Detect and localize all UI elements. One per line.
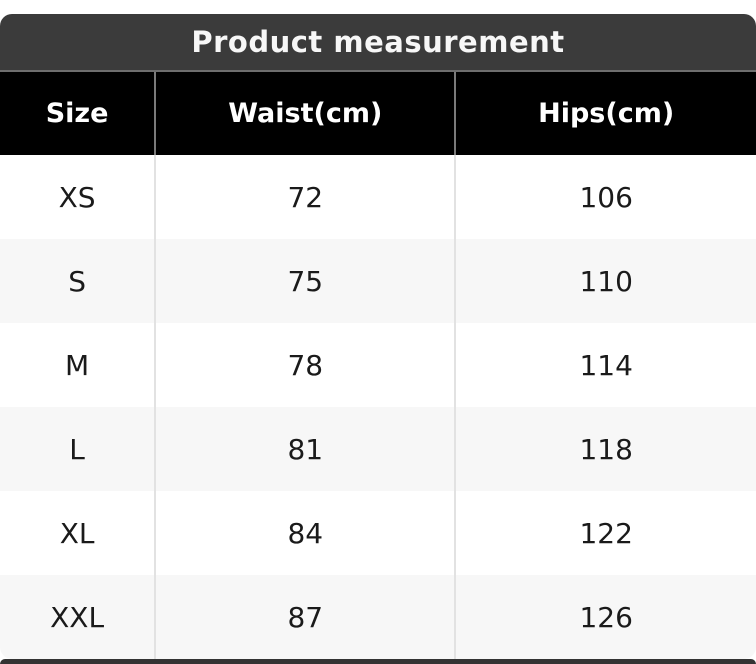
- hips-cell: 126: [454, 575, 756, 659]
- waist-cell: 75: [154, 239, 454, 323]
- column-header-waist: Waist(cm): [154, 72, 454, 155]
- size-cell: XS: [58, 180, 96, 214]
- size-cell: XL: [59, 516, 95, 550]
- column-header-hips: Hips(cm): [454, 72, 756, 155]
- table-row: S 75 110: [0, 239, 756, 323]
- waist-cell: 84: [154, 491, 454, 575]
- hips-cell: 122: [454, 491, 756, 575]
- size-cell: XXL: [50, 600, 105, 634]
- size-cell: L: [69, 432, 85, 466]
- waist-cell: 72: [154, 155, 454, 239]
- column-header-size: Size: [45, 98, 109, 129]
- waist-cell: 78: [154, 323, 454, 407]
- size-cell: M: [65, 348, 90, 382]
- waist-cell: 81: [154, 407, 454, 491]
- waist-cell: 87: [154, 575, 454, 659]
- table-body: XS 72 106 S 75 110 M 78 114 L 81 118 XL 84 122 XXL 87 126: [0, 155, 756, 659]
- table-row: L 81 118: [0, 407, 756, 491]
- table-row: M 78 114: [0, 323, 756, 407]
- table-row: XXL 87 126: [0, 575, 756, 659]
- size-chart-card: Product measurement Size Waist(cm) Hips(…: [0, 14, 756, 659]
- table-row: XL 84 122: [0, 491, 756, 575]
- hips-cell: 118: [454, 407, 756, 491]
- table-title: Product measurement: [191, 25, 565, 59]
- hips-cell: 114: [454, 323, 756, 407]
- hips-cell: 106: [454, 155, 756, 239]
- table-header-row: Size Waist(cm) Hips(cm): [0, 72, 756, 155]
- table-title-bar: Product measurement: [0, 14, 756, 72]
- table-row: XS 72 106: [0, 155, 756, 239]
- next-section-top-edge: [0, 659, 756, 664]
- size-cell: S: [68, 264, 86, 298]
- hips-cell: 110: [454, 239, 756, 323]
